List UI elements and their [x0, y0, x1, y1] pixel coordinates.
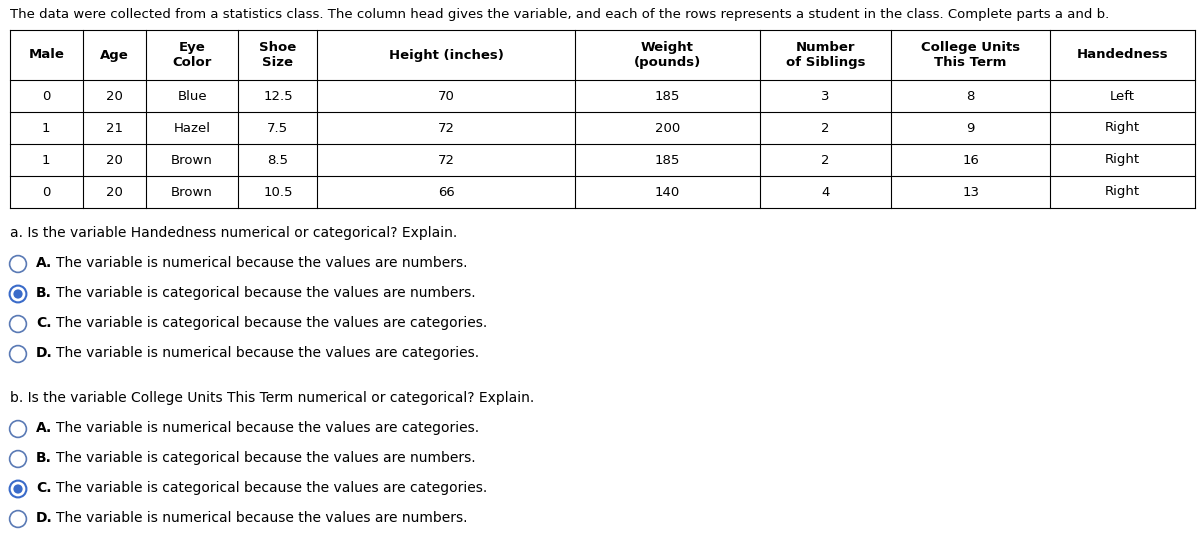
Text: 16: 16 — [962, 153, 979, 167]
Text: 185: 185 — [654, 153, 680, 167]
Text: 1: 1 — [42, 153, 50, 167]
Text: 20: 20 — [106, 153, 122, 167]
Text: Left: Left — [1110, 90, 1135, 102]
Text: Right: Right — [1105, 153, 1140, 167]
Text: 2: 2 — [821, 153, 829, 167]
Text: 1: 1 — [42, 121, 50, 135]
Text: The data were collected from a statistics class. The column head gives the varia: The data were collected from a statistic… — [10, 8, 1109, 21]
Text: 8.5: 8.5 — [268, 153, 288, 167]
Text: B.: B. — [36, 286, 52, 300]
Text: The variable is categorical because the values are categories.: The variable is categorical because the … — [56, 316, 487, 330]
Text: Age: Age — [100, 49, 128, 61]
Text: Brown: Brown — [172, 153, 214, 167]
Text: B.: B. — [36, 451, 52, 465]
Text: 72: 72 — [438, 153, 455, 167]
Text: a. Is the variable Handedness numerical or categorical? Explain.: a. Is the variable Handedness numerical … — [10, 226, 457, 240]
Text: D.: D. — [36, 346, 53, 360]
Text: 7.5: 7.5 — [268, 121, 288, 135]
Text: Handedness: Handedness — [1076, 49, 1169, 61]
Text: 4: 4 — [821, 186, 829, 198]
Text: 140: 140 — [654, 186, 679, 198]
Text: A.: A. — [36, 421, 53, 435]
Text: College Units
This Term: College Units This Term — [922, 41, 1020, 69]
Text: D.: D. — [36, 511, 53, 525]
Text: 2: 2 — [821, 121, 829, 135]
Text: The variable is numerical because the values are categories.: The variable is numerical because the va… — [56, 421, 479, 435]
Text: 70: 70 — [438, 90, 455, 102]
Text: b. Is the variable College Units This Term numerical or categorical? Explain.: b. Is the variable College Units This Te… — [10, 391, 534, 405]
Text: A.: A. — [36, 256, 53, 270]
Text: 3: 3 — [821, 90, 829, 102]
Text: 10.5: 10.5 — [263, 186, 293, 198]
Text: 8: 8 — [966, 90, 974, 102]
Text: 66: 66 — [438, 186, 455, 198]
Text: 72: 72 — [438, 121, 455, 135]
Text: 0: 0 — [42, 90, 50, 102]
Text: Number
of Siblings: Number of Siblings — [786, 41, 865, 69]
Text: Blue: Blue — [178, 90, 206, 102]
Text: 12.5: 12.5 — [263, 90, 293, 102]
Text: The variable is numerical because the values are numbers.: The variable is numerical because the va… — [56, 256, 468, 270]
Text: C.: C. — [36, 481, 52, 495]
Text: 9: 9 — [966, 121, 974, 135]
Text: The variable is categorical because the values are numbers.: The variable is categorical because the … — [56, 451, 475, 465]
Text: Height (inches): Height (inches) — [389, 49, 504, 61]
Text: Right: Right — [1105, 121, 1140, 135]
Text: Eye
Color: Eye Color — [173, 41, 211, 69]
Text: Right: Right — [1105, 186, 1140, 198]
Text: C.: C. — [36, 316, 52, 330]
Text: 20: 20 — [106, 90, 122, 102]
Text: 200: 200 — [654, 121, 679, 135]
Text: 0: 0 — [42, 186, 50, 198]
Text: Weight
(pounds): Weight (pounds) — [634, 41, 701, 69]
Text: The variable is categorical because the values are categories.: The variable is categorical because the … — [56, 481, 487, 495]
Text: The variable is categorical because the values are numbers.: The variable is categorical because the … — [56, 286, 475, 300]
Text: Brown: Brown — [172, 186, 214, 198]
Text: The variable is numerical because the values are categories.: The variable is numerical because the va… — [56, 346, 479, 360]
Text: 185: 185 — [654, 90, 680, 102]
Text: Male: Male — [29, 49, 65, 61]
Text: 13: 13 — [962, 186, 979, 198]
Text: Hazel: Hazel — [174, 121, 211, 135]
Text: 20: 20 — [106, 186, 122, 198]
Text: The variable is numerical because the values are numbers.: The variable is numerical because the va… — [56, 511, 468, 525]
Text: Shoe
Size: Shoe Size — [259, 41, 296, 69]
Text: 21: 21 — [106, 121, 122, 135]
